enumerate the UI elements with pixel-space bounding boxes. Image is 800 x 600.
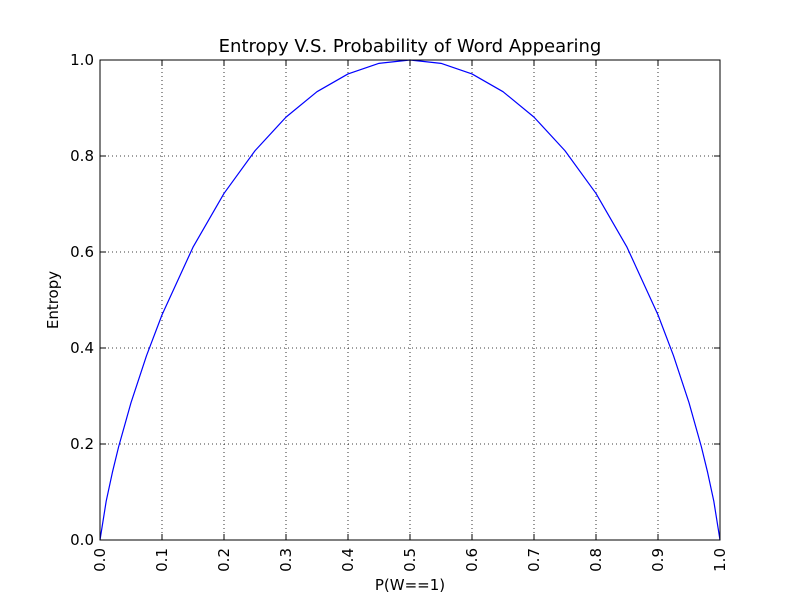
y-tick-label: 0.0 — [70, 531, 94, 549]
x-tick-label: 0.2 — [215, 548, 233, 572]
x-tick-label: 0.0 — [91, 548, 109, 572]
x-tick-label: 0.5 — [401, 548, 419, 572]
x-tick-label: 0.1 — [153, 548, 171, 572]
grid-lines — [99, 59, 721, 541]
x-tick-label: 0.7 — [525, 548, 543, 572]
y-tick-label: 0.2 — [70, 435, 94, 453]
x-tick-label: 0.3 — [277, 548, 295, 572]
chart-title: Entropy V.S. Probability of Word Appeari… — [219, 36, 602, 57]
y-tick-label: 1.0 — [70, 51, 94, 69]
x-tick-label: 0.6 — [463, 548, 481, 572]
tick-marks — [99, 59, 721, 541]
y-axis-label: Entropy — [44, 271, 62, 329]
x-tick-labels: 0.0 0.1 0.2 0.3 0.4 0.5 0.6 0.7 0.8 0.9 1.0 — [91, 548, 729, 572]
x-tick-label: 0.9 — [649, 548, 667, 572]
x-axis-label: P(W==1) — [375, 576, 445, 594]
x-tick-label: 0.8 — [587, 548, 605, 572]
x-tick-label: 0.4 — [339, 548, 357, 572]
y-tick-labels: 0.0 0.2 0.4 0.6 0.8 1.0 — [70, 51, 94, 549]
y-tick-label: 0.8 — [70, 147, 94, 165]
y-tick-label: 0.6 — [70, 243, 94, 261]
y-tick-label: 0.4 — [70, 339, 94, 357]
x-tick-label: 1.0 — [711, 548, 729, 572]
